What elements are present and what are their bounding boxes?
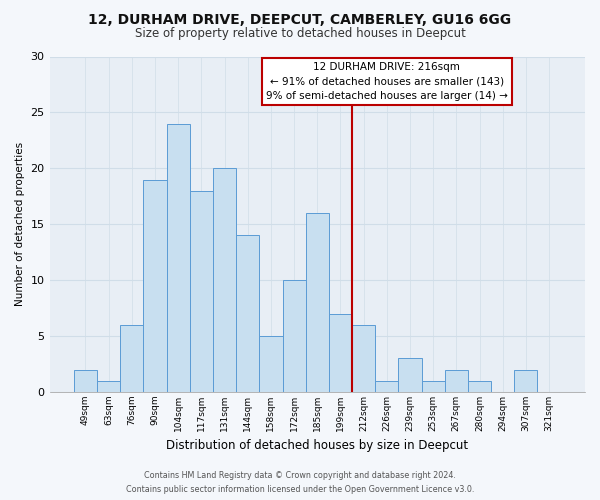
Bar [190, 190, 213, 392]
Bar [305, 213, 329, 392]
Bar [143, 180, 167, 392]
Y-axis label: Number of detached properties: Number of detached properties [15, 142, 25, 306]
Bar [468, 381, 491, 392]
Bar [398, 358, 422, 392]
Bar [167, 124, 190, 392]
Bar [329, 314, 352, 392]
Text: Contains HM Land Registry data © Crown copyright and database right 2024.
Contai: Contains HM Land Registry data © Crown c… [126, 472, 474, 494]
Bar [236, 236, 259, 392]
Bar [213, 168, 236, 392]
Bar [375, 381, 398, 392]
Bar [97, 381, 120, 392]
Bar [120, 325, 143, 392]
Bar [352, 325, 375, 392]
Text: Size of property relative to detached houses in Deepcut: Size of property relative to detached ho… [134, 28, 466, 40]
Bar [74, 370, 97, 392]
X-axis label: Distribution of detached houses by size in Deepcut: Distribution of detached houses by size … [166, 440, 469, 452]
Bar [514, 370, 538, 392]
Bar [422, 381, 445, 392]
Bar [259, 336, 283, 392]
Text: 12, DURHAM DRIVE, DEEPCUT, CAMBERLEY, GU16 6GG: 12, DURHAM DRIVE, DEEPCUT, CAMBERLEY, GU… [88, 12, 512, 26]
Bar [283, 280, 305, 392]
Bar [445, 370, 468, 392]
Text: 12 DURHAM DRIVE: 216sqm
← 91% of detached houses are smaller (143)
9% of semi-de: 12 DURHAM DRIVE: 216sqm ← 91% of detache… [266, 62, 508, 101]
